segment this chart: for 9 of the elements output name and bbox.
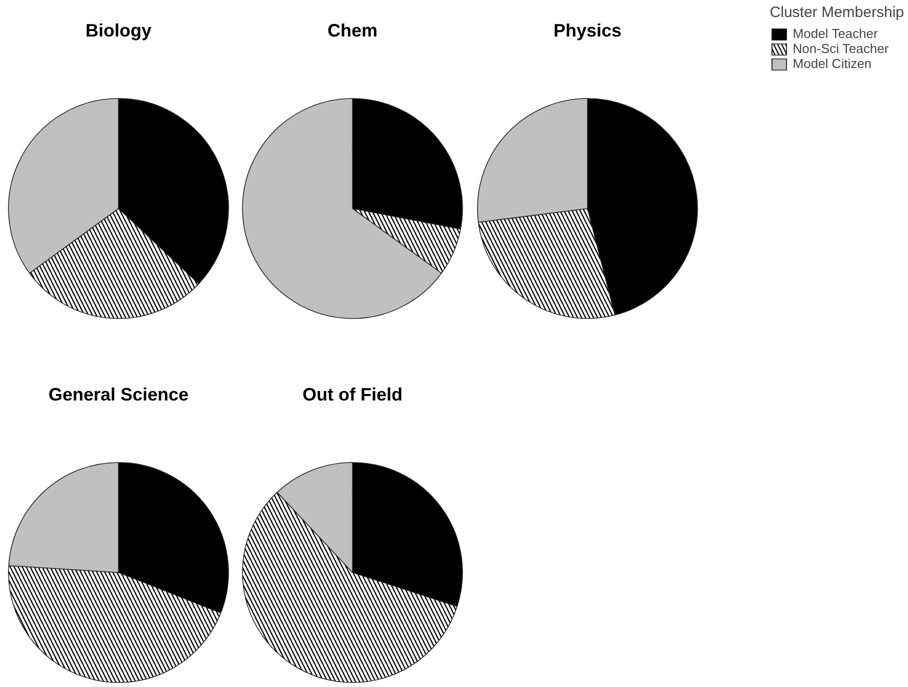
legend-label: Non-Sci Teacher	[792, 41, 889, 56]
legend-label: Model Citizen	[792, 56, 872, 71]
slice-label: Out of Field	[302, 384, 402, 404]
legend-title: Cluster Membership	[770, 4, 904, 21]
legend-label: Model Teacher	[792, 26, 878, 41]
slice-label: Chem	[327, 20, 378, 40]
slice-label: Biology	[86, 20, 152, 40]
slice-label: Physics	[553, 20, 622, 40]
slice-label: General Science	[48, 384, 189, 404]
